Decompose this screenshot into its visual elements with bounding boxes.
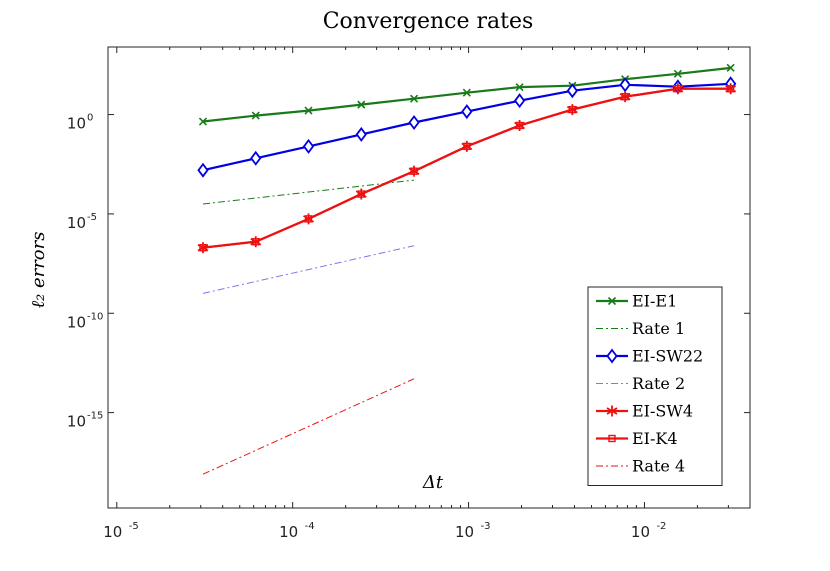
series-line-rate 1	[202, 179, 415, 205]
series-point-ei-k4	[252, 238, 260, 246]
y-tick-exponent: -15	[87, 411, 103, 422]
series-point-ei-k4	[304, 215, 313, 223]
series-point-ei-e1	[357, 100, 366, 109]
series-point-ei-sw22	[566, 83, 578, 99]
legend: EI-E1 Rate 1 EI-SW22 Rate 2 EI-SW4 EI-K4 Rate …	[587, 286, 723, 486]
y-tick-exponent: 0	[87, 113, 93, 124]
series-point-ei-sw22	[619, 77, 631, 93]
y-tick-exponent: -5	[87, 212, 97, 223]
legend-label-rate 4: Rate 4	[632, 457, 685, 476]
plot-area-border	[107, 46, 751, 509]
y-tick-label: 10	[67, 313, 86, 331]
x-tick-label: 10	[279, 523, 298, 541]
series-point-ei-k4	[674, 85, 682, 93]
y-tick-exponent: -10	[87, 311, 103, 322]
series-point-ei-e1	[462, 88, 471, 97]
legend-marker-ei-e1	[607, 296, 617, 306]
legend-box	[587, 286, 723, 486]
series-point-ei-k4	[410, 167, 418, 175]
series-markers	[197, 63, 737, 254]
series-point-ei-k4	[515, 121, 524, 130]
series-point-ei-k4	[726, 85, 735, 93]
x-tick-exponent: -4	[305, 521, 315, 532]
legend-label-rate 2: Rate 2	[632, 374, 685, 393]
series-point-ei-e1	[673, 69, 682, 78]
series-point-ei-e1	[409, 94, 419, 103]
axes-frame	[107, 46, 751, 509]
y-axis-label: ℓ₂ errors	[28, 232, 49, 309]
series-line-rate 4	[202, 378, 415, 475]
series-point-ei-e1	[198, 117, 208, 126]
x-tick-exponent: -5	[129, 521, 139, 532]
series-point-ei-sw22	[355, 126, 367, 142]
y-tick-label: 10	[67, 115, 86, 133]
x-tick-label: 10	[455, 523, 474, 541]
legend-marker-ei-sw4	[606, 405, 618, 417]
legend-label-ei-sw22: EI-SW22	[632, 347, 703, 366]
y-tick-label: 10	[67, 214, 86, 232]
series-point-ei-e1	[251, 111, 260, 120]
x-axis-ticks: 10 -5 10 -4 10 -3 10 -2	[103, 47, 729, 541]
series-point-ei-e1	[304, 106, 313, 115]
legend-label-ei-sw4: EI-SW4	[632, 402, 693, 421]
x-tick-exponent: -3	[481, 521, 491, 532]
series-point-ei-sw22	[250, 150, 262, 166]
series-point-ei-sw22	[408, 115, 420, 131]
series-point-ei-k4	[621, 92, 629, 101]
series-point-ei-k4	[357, 190, 365, 198]
legend-marker-ei-sw22	[606, 348, 618, 364]
legend-label-ei-e1: EI-E1	[632, 292, 677, 311]
legend-label-ei-k4: EI-K4	[632, 429, 678, 448]
series-point-ei-sw22	[197, 162, 209, 178]
x-axis-label: Δt	[422, 472, 444, 493]
legend-marker-ei-k4	[608, 434, 616, 443]
y-tick-label: 10	[67, 413, 86, 431]
series-point-ei-e1	[515, 83, 524, 92]
series-point-ei-sw22	[461, 104, 473, 120]
legend-label-rate 1: Rate 1	[632, 319, 685, 338]
series-point-ei-k4	[463, 142, 471, 151]
series-line-rate 2	[202, 245, 415, 294]
x-tick-label: 10	[631, 523, 650, 541]
series-point-ei-k4	[199, 243, 207, 252]
x-tick-label: 10	[103, 523, 122, 541]
chart-title: Convergence rates	[323, 9, 534, 34]
series-point-ei-sw22	[302, 138, 315, 154]
series-point-ei-k4	[568, 105, 577, 114]
x-tick-exponent: -2	[656, 521, 666, 532]
series-point-ei-sw22	[513, 93, 526, 109]
series-point-ei-e1	[726, 63, 735, 72]
